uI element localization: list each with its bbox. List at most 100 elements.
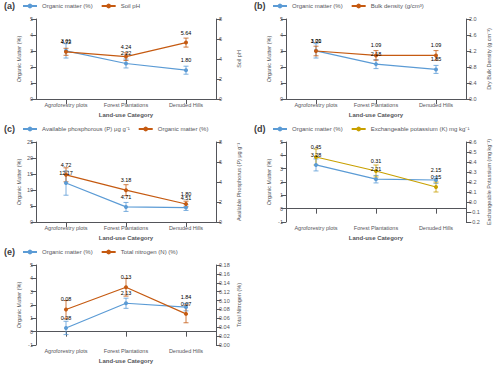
svg-text:Exchangeable Potassium (mg kg⁻: Exchangeable Potassium (mg kg⁻¹) — [486, 139, 492, 225]
svg-text:Exchangeable potassium (K) mg: Exchangeable potassium (K) mg kg⁻¹ — [371, 126, 470, 132]
svg-text:8: 8 — [219, 16, 222, 22]
svg-text:Agroforestry plots: Agroforestry plots — [294, 225, 337, 231]
svg-text:−0.1: −0.1 — [469, 209, 480, 215]
svg-text:Organic Matter (%): Organic Matter (%) — [266, 159, 272, 206]
svg-text:3.28: 3.28 — [311, 152, 322, 158]
svg-text:1: 1 — [280, 80, 283, 86]
svg-text:0.06: 0.06 — [219, 315, 230, 321]
svg-text:-1: -1 — [28, 342, 33, 348]
svg-text:5: 5 — [280, 139, 283, 145]
svg-text:2.18: 2.18 — [371, 51, 382, 57]
svg-text:0.1: 0.1 — [469, 189, 477, 195]
svg-text:4: 4 — [280, 152, 283, 158]
svg-text:1.6: 1.6 — [469, 32, 477, 38]
svg-text:0.08: 0.08 — [219, 306, 230, 312]
svg-text:Organic matter (%): Organic matter (%) — [292, 3, 343, 9]
svg-text:0.31: 0.31 — [371, 158, 382, 164]
svg-text:1.09: 1.09 — [371, 42, 382, 48]
svg-text:1.20: 1.20 — [311, 38, 322, 44]
svg-text:Land-use Category: Land-use Category — [99, 235, 154, 241]
svg-text:5: 5 — [280, 16, 283, 22]
svg-text:25: 25 — [27, 139, 33, 145]
svg-text:Organic matter (%): Organic matter (%) — [42, 3, 93, 9]
svg-text:3: 3 — [280, 48, 283, 54]
svg-text:0.28: 0.28 — [61, 315, 72, 321]
svg-text:0: 0 — [280, 96, 283, 102]
svg-text:6: 6 — [219, 36, 222, 42]
svg-text:0.12: 0.12 — [219, 289, 230, 295]
svg-text:0.3: 0.3 — [469, 169, 477, 175]
svg-text:12.17: 12.17 — [59, 170, 73, 176]
svg-text:2.0: 2.0 — [469, 16, 477, 22]
svg-text:Available phosphorous (P) μg g: Available phosphorous (P) μg g⁻¹ — [42, 126, 130, 132]
svg-text:Total nitrogen (N) (%): Total nitrogen (N) (%) — [121, 249, 178, 255]
svg-text:0.4: 0.4 — [469, 159, 477, 165]
svg-text:3: 3 — [30, 48, 33, 54]
svg-text:0.5: 0.5 — [469, 149, 477, 155]
svg-text:1.2: 1.2 — [469, 48, 477, 54]
svg-text:0.04: 0.04 — [219, 324, 230, 330]
svg-text:4: 4 — [280, 32, 283, 38]
svg-text:Organic matter (%): Organic matter (%) — [292, 126, 343, 132]
svg-text:Organic Matter (%): Organic Matter (%) — [16, 282, 22, 329]
svg-text:(c): (c) — [4, 124, 15, 134]
svg-text:4: 4 — [30, 275, 33, 281]
svg-text:Total Nitrogen (%): Total Nitrogen (%) — [236, 283, 242, 327]
svg-text:3.01: 3.01 — [311, 38, 322, 44]
svg-text:Forest Plantations: Forest Plantations — [104, 102, 149, 108]
svg-text:(b): (b) — [254, 1, 266, 11]
svg-text:1: 1 — [30, 80, 33, 86]
svg-text:2.22: 2.22 — [121, 50, 132, 56]
svg-text:(a): (a) — [4, 1, 15, 11]
svg-text:Forest Plantations: Forest Plantations — [354, 102, 399, 108]
svg-text:Organic matter (%): Organic matter (%) — [42, 249, 93, 255]
svg-text:0.0: 0.0 — [469, 199, 477, 205]
svg-text:1: 1 — [30, 315, 33, 321]
svg-text:0.02: 0.02 — [219, 333, 230, 339]
svg-text:0.10: 0.10 — [219, 298, 230, 304]
svg-text:20: 20 — [27, 155, 33, 161]
svg-text:0: 0 — [30, 329, 33, 335]
svg-text:2: 2 — [280, 179, 283, 185]
svg-text:Denuded Hills: Denuded Hills — [169, 348, 203, 354]
svg-text:4.72: 4.72 — [61, 162, 72, 168]
svg-text:-1: -1 — [278, 219, 283, 225]
svg-text:2: 2 — [30, 302, 33, 308]
svg-text:15: 15 — [27, 171, 33, 177]
svg-text:(e): (e) — [4, 247, 15, 257]
svg-text:2: 2 — [219, 76, 222, 82]
svg-text:Forest Plantations: Forest Plantations — [354, 225, 399, 231]
svg-text:0.0: 0.0 — [469, 96, 477, 102]
svg-text:0.4: 0.4 — [469, 80, 477, 86]
svg-text:1: 1 — [280, 192, 283, 198]
svg-text:Forest Plantations: Forest Plantations — [104, 348, 149, 354]
svg-text:Land-use Category: Land-use Category — [349, 112, 404, 118]
svg-text:4.72: 4.72 — [61, 39, 72, 45]
svg-text:Denuded Hills: Denuded Hills — [419, 102, 453, 108]
svg-text:(d): (d) — [254, 124, 266, 134]
svg-text:8: 8 — [219, 139, 222, 145]
svg-text:3.01: 3.01 — [61, 38, 72, 44]
svg-text:3: 3 — [280, 166, 283, 172]
svg-text:2: 2 — [30, 64, 33, 70]
svg-text:0.2: 0.2 — [469, 179, 477, 185]
svg-text:0.45: 0.45 — [311, 144, 322, 150]
svg-text:Soil pH: Soil pH — [121, 3, 140, 9]
svg-text:Dry Bulk Density (g cm⁻³): Dry Bulk Density (g cm⁻³) — [486, 28, 492, 90]
svg-text:2: 2 — [280, 64, 283, 70]
svg-text:4: 4 — [219, 179, 222, 185]
svg-text:1.80: 1.80 — [181, 57, 192, 63]
svg-text:10: 10 — [27, 187, 33, 193]
svg-text:0.18: 0.18 — [219, 262, 230, 268]
svg-text:Organic Matter (%): Organic Matter (%) — [16, 36, 22, 83]
svg-text:2: 2 — [219, 199, 222, 205]
svg-text:Agroforestry plots: Agroforestry plots — [44, 102, 87, 108]
svg-text:0.6: 0.6 — [469, 139, 477, 145]
svg-text:0.13: 0.13 — [121, 274, 132, 280]
svg-text:1.09: 1.09 — [431, 42, 442, 48]
svg-text:3.18: 3.18 — [121, 177, 132, 183]
svg-text:0.00: 0.00 — [219, 342, 230, 348]
svg-text:0: 0 — [219, 219, 222, 225]
svg-text:2.15: 2.15 — [431, 167, 442, 173]
svg-text:Denuded Hills: Denuded Hills — [419, 225, 453, 231]
